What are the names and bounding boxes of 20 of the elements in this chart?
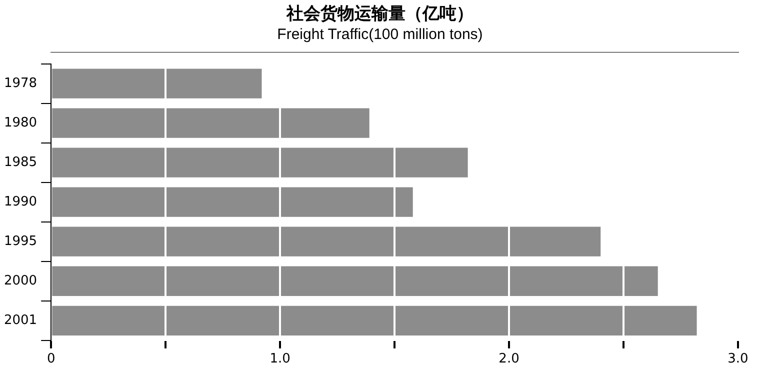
bar — [52, 187, 413, 217]
bar — [52, 226, 601, 256]
x-tick-label: 0 — [46, 352, 56, 367]
chart-title: 社会货物运输量（亿吨） — [285, 3, 474, 25]
x-tick-label: 3.0 — [728, 352, 748, 367]
x-tick-label: 1.0 — [270, 352, 290, 367]
x-tick-label: 2.0 — [498, 352, 520, 367]
bar — [52, 148, 468, 178]
y-tick-label: 2001 — [4, 313, 38, 328]
y-tick-label: 1980 — [4, 115, 38, 130]
y-tick-label: 1995 — [4, 234, 38, 249]
bar — [52, 266, 658, 296]
y-tick-label: 1978 — [4, 76, 38, 91]
bar — [52, 68, 262, 98]
bar — [52, 108, 370, 138]
y-tick-label: 2000 — [4, 274, 38, 289]
bar — [52, 306, 697, 336]
y-tick-label: 1990 — [4, 194, 38, 210]
chart-subtitle: Freight Traffic(100 million tons) — [276, 26, 484, 43]
y-tick-label: 1985 — [4, 154, 38, 170]
